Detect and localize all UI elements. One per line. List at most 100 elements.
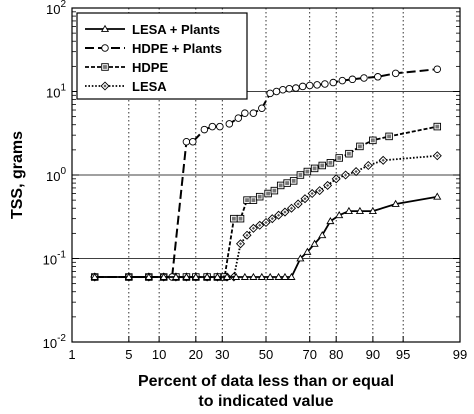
series-marker-core bbox=[245, 198, 249, 203]
series-marker bbox=[236, 214, 245, 223]
series-marker bbox=[171, 272, 180, 280]
series-marker bbox=[310, 239, 319, 247]
series-marker bbox=[307, 188, 317, 199]
series-marker bbox=[232, 272, 241, 280]
series-marker-core bbox=[320, 163, 325, 168]
series-marker bbox=[374, 73, 382, 81]
legend-label: LESA bbox=[132, 79, 167, 94]
series-lesa-plants bbox=[90, 192, 442, 280]
series-marker bbox=[385, 132, 393, 141]
legend-label: LESA + Plants bbox=[132, 22, 220, 37]
series-marker bbox=[335, 154, 343, 162]
y-tick-label-base: 10 bbox=[46, 2, 60, 17]
series-marker-core bbox=[358, 144, 362, 149]
series-marker-core bbox=[245, 233, 249, 237]
series-marker bbox=[305, 81, 314, 90]
x-axis-title-line2: to indicated value bbox=[198, 393, 333, 410]
series-marker bbox=[292, 84, 300, 92]
series-marker bbox=[191, 272, 200, 280]
series-marker-core bbox=[264, 220, 268, 225]
series-marker bbox=[296, 171, 305, 179]
series-marker bbox=[313, 81, 321, 89]
series-marker bbox=[230, 214, 238, 223]
series-marker-core bbox=[258, 223, 262, 227]
series-marker bbox=[267, 214, 277, 224]
y-tick-label-exponent: 1 bbox=[60, 83, 66, 94]
series-marker-core bbox=[387, 134, 391, 139]
y-tick-label: 101 bbox=[46, 83, 66, 101]
legend-item: HDPE + Plants bbox=[85, 41, 222, 56]
plot-series bbox=[90, 65, 442, 282]
series-marker bbox=[321, 80, 329, 88]
series-marker bbox=[300, 194, 310, 204]
series-marker bbox=[433, 122, 442, 131]
series-marker bbox=[331, 174, 341, 184]
series-marker bbox=[338, 76, 347, 85]
series-marker bbox=[266, 89, 274, 98]
series-marker bbox=[258, 104, 266, 113]
x-axis-title-line1: Percent of data less than or equal bbox=[138, 373, 394, 390]
series-marker bbox=[391, 69, 400, 78]
series-marker bbox=[329, 78, 337, 87]
series-marker bbox=[303, 167, 312, 176]
series-marker bbox=[326, 216, 335, 225]
series-marker bbox=[213, 272, 222, 280]
series-marker bbox=[280, 207, 290, 217]
series-marker-core bbox=[366, 163, 370, 168]
series-marker-core bbox=[303, 197, 307, 201]
series-marker bbox=[279, 85, 287, 94]
series-marker-core bbox=[238, 242, 243, 246]
y-tick-label-base: 10 bbox=[43, 253, 57, 268]
series-marker-core bbox=[289, 206, 294, 210]
series-marker bbox=[432, 151, 442, 161]
series-marker bbox=[303, 247, 312, 255]
series-marker-core bbox=[435, 154, 439, 158]
x-tick-label: 80 bbox=[329, 347, 343, 362]
series-marker bbox=[234, 114, 243, 122]
series-marker bbox=[298, 82, 307, 91]
x-tick-label: 99 bbox=[453, 347, 467, 362]
series-marker bbox=[266, 272, 275, 280]
series-marker bbox=[249, 272, 258, 280]
series-marker bbox=[124, 272, 133, 280]
series-marker bbox=[326, 159, 335, 167]
x-tick-label: 50 bbox=[259, 347, 273, 362]
y-tick-label-exponent: -2 bbox=[57, 333, 66, 344]
series-marker-core bbox=[334, 177, 338, 181]
series-marker bbox=[368, 206, 377, 214]
legend-label: HDPE bbox=[132, 60, 168, 75]
series-marker bbox=[255, 220, 265, 230]
series-marker-core bbox=[291, 178, 296, 183]
series-marker-core bbox=[251, 198, 256, 203]
series-marker-core bbox=[270, 217, 274, 221]
legend-item: LESA + Plants bbox=[85, 22, 220, 37]
y-axis-title: TSS, grams bbox=[9, 131, 26, 219]
series-marker-core bbox=[343, 173, 348, 177]
series-marker-core bbox=[318, 189, 322, 193]
series-marker-core bbox=[276, 213, 281, 217]
x-tick-label: 70 bbox=[302, 347, 316, 362]
series-marker-core bbox=[381, 158, 385, 162]
series-marker bbox=[243, 196, 251, 204]
series-marker bbox=[189, 138, 197, 146]
series-marker bbox=[159, 272, 168, 280]
series-marker bbox=[323, 180, 333, 190]
series-marker bbox=[264, 189, 272, 198]
series-marker-core bbox=[347, 151, 351, 156]
series-marker-core bbox=[370, 138, 375, 143]
series-marker bbox=[100, 24, 110, 32]
y-tick-label: 102 bbox=[46, 0, 66, 17]
series-marker bbox=[289, 177, 298, 185]
series-marker bbox=[203, 272, 212, 280]
legend-item: HDPE bbox=[85, 60, 168, 75]
x-tick-label: 5 bbox=[125, 347, 132, 362]
y-tick-label-exponent: -1 bbox=[57, 250, 66, 261]
series-marker bbox=[360, 74, 368, 82]
series-marker bbox=[356, 142, 364, 151]
series-marker bbox=[283, 179, 291, 187]
series-marker-core bbox=[305, 169, 310, 174]
series-marker bbox=[249, 109, 258, 117]
series-marker-core bbox=[278, 183, 283, 188]
